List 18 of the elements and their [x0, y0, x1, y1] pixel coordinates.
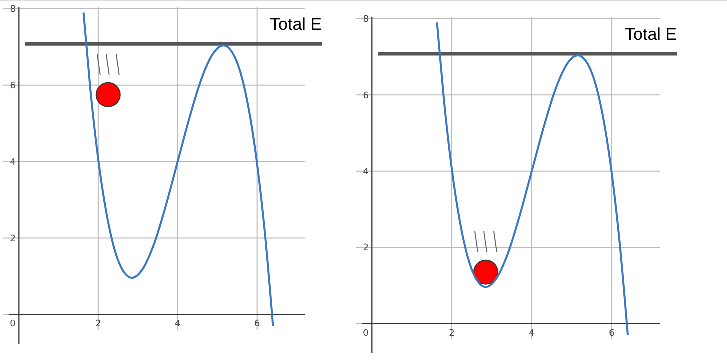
x-tick-label: 6 — [254, 320, 260, 330]
x-tick-label: 4 — [175, 320, 182, 330]
x-tick-label: 4 — [529, 328, 536, 339]
y-tick-label: 8 — [10, 5, 16, 16]
y-tick-label: 6 — [363, 91, 370, 102]
x-tick-label: 2 — [449, 328, 455, 339]
y-tick-label: 2 — [363, 244, 369, 254]
y-tick-label: 6 — [10, 82, 16, 92]
x-tick-label: 0 — [10, 320, 16, 330]
ref-line-label: Total E — [625, 24, 677, 44]
y-tick-label: 8 — [363, 15, 370, 26]
ref-line-label: Total E — [270, 15, 322, 34]
x-tick-label: 6 — [609, 328, 616, 339]
y-tick-label: 4 — [363, 167, 370, 178]
x-tick-label: 0 — [363, 328, 370, 339]
x-tick-label: 2 — [96, 320, 102, 330]
y-tick-label: 4 — [10, 158, 16, 168]
y-tick-label: 2 — [10, 234, 16, 244]
